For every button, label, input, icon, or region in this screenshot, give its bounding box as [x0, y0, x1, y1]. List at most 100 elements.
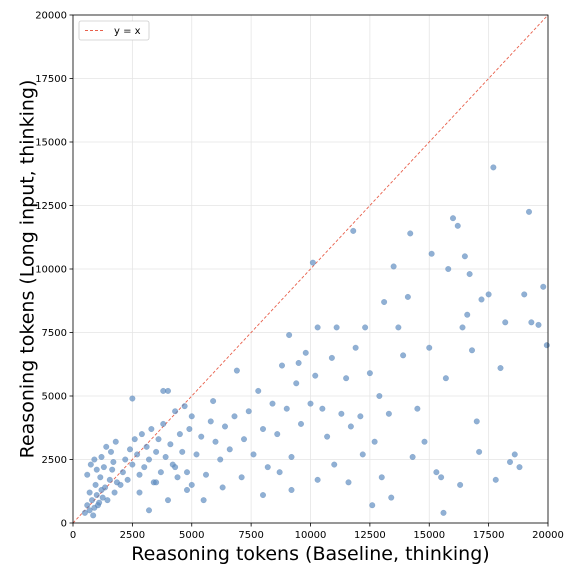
data-point	[238, 474, 245, 481]
data-point	[459, 324, 466, 331]
data-point	[181, 403, 188, 410]
data-point	[502, 319, 509, 326]
data-point	[362, 324, 369, 331]
data-point	[167, 441, 174, 448]
data-point	[129, 395, 136, 402]
data-point	[119, 469, 126, 476]
y-tick-label: 5000	[42, 392, 67, 403]
data-point	[124, 476, 131, 483]
data-point	[407, 230, 414, 237]
data-point	[172, 464, 179, 471]
data-point	[390, 263, 397, 270]
data-point	[126, 446, 134, 453]
data-point	[378, 474, 385, 481]
data-point	[295, 359, 302, 367]
data-point	[200, 497, 207, 504]
data-point	[100, 464, 107, 471]
data-point	[454, 222, 461, 229]
data-point	[307, 400, 314, 407]
data-point	[186, 425, 193, 433]
y-tick-label: 0	[61, 519, 67, 530]
data-point	[153, 448, 160, 455]
data-point	[333, 324, 340, 331]
data-point	[110, 458, 117, 466]
data-point	[490, 164, 497, 171]
data-point	[160, 420, 167, 427]
data-point	[276, 469, 283, 476]
data-point	[535, 321, 542, 328]
data-point	[540, 283, 547, 290]
data-point	[345, 479, 352, 486]
data-point	[492, 476, 499, 483]
data-point	[179, 448, 186, 455]
x-tick-label: 12500	[354, 530, 386, 541]
data-point	[172, 408, 179, 415]
data-point	[274, 431, 281, 438]
reference-line	[72, 14, 549, 524]
data-point	[288, 486, 295, 494]
data-point	[314, 476, 321, 483]
data-point	[476, 448, 483, 455]
data-point	[255, 387, 262, 394]
data-point	[202, 471, 210, 478]
data-point	[404, 293, 411, 300]
data-point	[94, 502, 101, 509]
data-point	[259, 425, 267, 433]
data-point	[93, 466, 100, 473]
data-point	[88, 497, 96, 504]
data-point	[91, 456, 98, 463]
data-point	[376, 392, 383, 400]
data-point	[231, 413, 238, 420]
data-point	[314, 324, 321, 331]
x-tick-label: 0	[70, 530, 76, 541]
data-point	[99, 494, 106, 501]
data-point	[485, 291, 492, 298]
data-point	[157, 469, 164, 476]
data-point	[385, 410, 392, 417]
data-point	[162, 453, 169, 461]
data-point	[269, 400, 276, 407]
data-point	[122, 456, 129, 463]
data-point	[497, 365, 504, 372]
data-point	[183, 486, 191, 494]
data-point	[428, 250, 435, 257]
data-point	[278, 362, 286, 369]
data-point	[319, 405, 326, 412]
legend-label: y = x	[114, 26, 141, 37]
data-point	[217, 456, 224, 463]
data-point	[240, 436, 248, 443]
data-point	[160, 387, 167, 394]
data-point	[193, 451, 200, 458]
y-axis-title: Reasoning tokens (Long input, thinking)	[17, 80, 39, 459]
data-point	[309, 259, 316, 266]
data-point	[174, 474, 181, 481]
data-point	[506, 458, 514, 466]
data-point	[145, 456, 153, 463]
data-point	[449, 215, 457, 222]
data-point	[426, 344, 433, 351]
y-tick-label: 12500	[35, 201, 67, 212]
legend: y = x	[78, 20, 150, 41]
data-point	[369, 502, 376, 509]
data-point	[371, 438, 378, 445]
data-point	[138, 431, 145, 438]
y-tick-label: 7500	[42, 328, 67, 339]
data-point	[473, 418, 480, 425]
data-point	[92, 481, 99, 488]
data-point	[84, 502, 91, 509]
data-point	[86, 507, 93, 514]
data-point	[543, 342, 550, 349]
data-point	[97, 474, 104, 481]
data-point	[183, 469, 191, 476]
data-point	[259, 492, 267, 499]
data-point	[468, 347, 476, 354]
data-point	[352, 344, 359, 351]
data-point	[112, 438, 119, 445]
y-tick-label: 2500	[42, 455, 67, 466]
data-point	[250, 451, 257, 458]
data-point	[350, 227, 357, 234]
data-point	[129, 461, 136, 468]
data-point	[245, 408, 252, 415]
data-point	[312, 372, 319, 379]
data-point	[226, 446, 233, 453]
